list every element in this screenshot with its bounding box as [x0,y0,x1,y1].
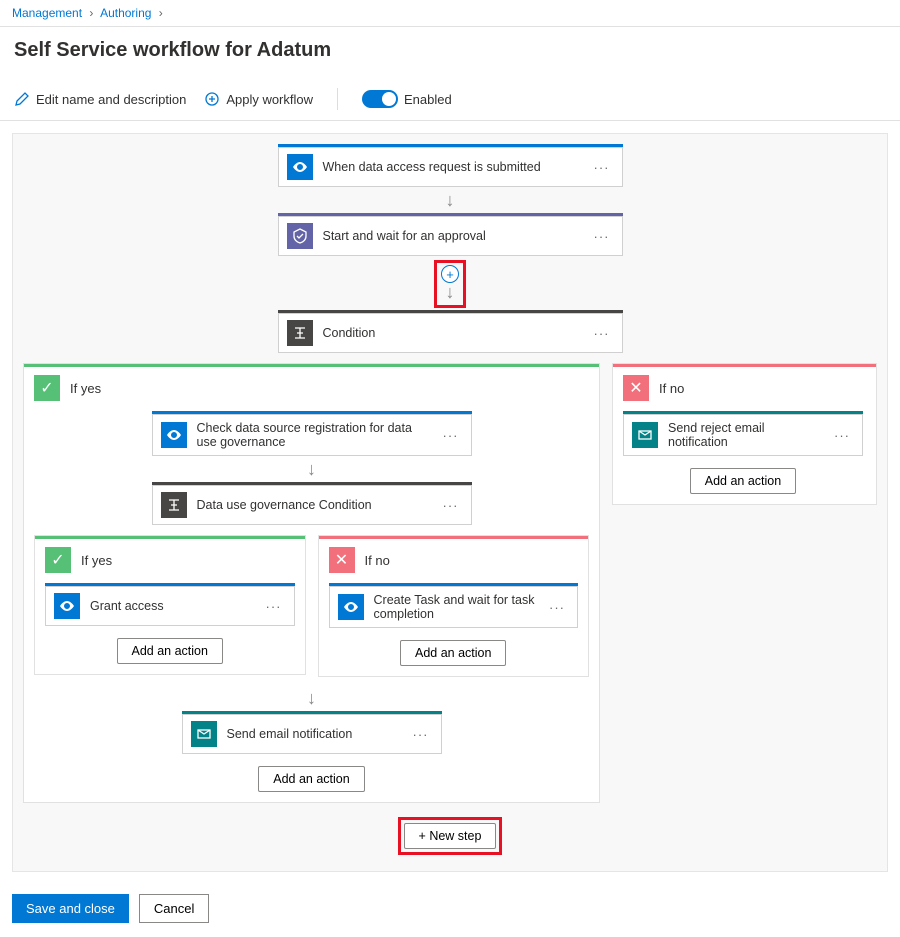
node-menu[interactable]: ··· [545,600,569,615]
if-no-title: If no [659,381,684,396]
branch-header-yes: ✓ If yes [34,375,589,401]
branch-topbar [24,364,599,367]
node-menu[interactable]: ··· [590,229,614,244]
branch-topbar [319,536,589,539]
gov-condition-node[interactable]: Data use governance Condition ··· [152,485,472,525]
node-menu[interactable]: ··· [439,428,463,443]
enabled-toggle[interactable] [362,90,398,108]
add-step-button[interactable]: + [441,265,459,283]
check-icon: ✓ [34,375,60,401]
check-icon: ✓ [45,547,71,573]
send-email-label: Send email notification [227,727,399,741]
inner-yes-header: ✓ If yes [45,547,295,573]
trigger-label: When data access request is submitted [323,160,580,174]
condition-node[interactable]: Condition ··· [278,313,623,353]
trigger-node[interactable]: When data access request is submitted ··… [278,147,623,187]
if-no-branch: ✕ If no Send reject email notification ·… [612,363,877,505]
node-menu[interactable]: ··· [830,428,854,443]
node-menu[interactable]: ··· [409,727,433,742]
workflow-canvas: When data access request is submitted ··… [12,133,888,872]
inner-if-no-branch: ✕ If no Create Task and wait for task co… [318,535,590,677]
condition-icon [287,320,313,346]
approval-icon [287,223,313,249]
apply-workflow-label: Apply workflow [226,92,313,107]
inner-no-header: ✕ If no [329,547,579,573]
condition-label: Condition [323,326,580,340]
branch-topbar [613,364,876,367]
grant-access-node[interactable]: Grant access ··· [45,586,295,626]
breadcrumb-sep: › [89,6,93,20]
create-task-label: Create Task and wait for task completion [374,593,536,621]
mail-icon [632,422,658,448]
breadcrumb-sep: › [159,6,163,20]
plus-circle-icon [204,91,220,107]
new-step-highlight: + New step [398,817,503,855]
reject-email-label: Send reject email notification [668,421,820,449]
node-menu[interactable]: ··· [590,160,614,175]
grant-access-label: Grant access [90,599,252,613]
add-action-button[interactable]: Add an action [117,638,223,664]
mail-icon [191,721,217,747]
cancel-button[interactable]: Cancel [139,894,209,923]
add-action-button[interactable]: Add an action [400,640,506,666]
add-action-button[interactable]: Add an action [690,468,796,494]
branch-header-no: ✕ If no [623,375,866,401]
add-action-button[interactable]: Add an action [258,766,364,792]
branch-topbar [35,536,305,539]
arrow-down-icon: ↓ [446,283,455,301]
new-step-button[interactable]: + New step [404,823,497,849]
node-menu[interactable]: ··· [439,498,463,513]
check-registration-label: Check data source registration for data … [197,421,429,449]
toolbar: Edit name and description Apply workflow… [0,80,900,121]
x-icon: ✕ [329,547,355,573]
inner-if-yes-branch: ✓ If yes Grant access ··· Add an action [34,535,306,675]
enabled-toggle-group: Enabled [362,90,452,108]
breadcrumb-authoring[interactable]: Authoring [100,6,151,20]
reject-email-node[interactable]: Send reject email notification ··· [623,414,863,456]
arrow-down-icon: ↓ [307,689,316,707]
eye-icon [161,422,187,448]
send-email-node[interactable]: Send email notification ··· [182,714,442,754]
approval-label: Start and wait for an approval [323,229,580,243]
create-task-node[interactable]: Create Task and wait for task completion… [329,586,579,628]
node-menu[interactable]: ··· [590,326,614,341]
toolbar-separator [337,88,338,110]
edit-name-button[interactable]: Edit name and description [14,91,186,107]
footer: Save and close Cancel [0,884,900,937]
arrow-down-icon: ↓ [307,460,316,478]
add-action-wrap: Add an action [329,640,579,666]
enabled-label: Enabled [404,92,452,107]
inner-no-title: If no [365,553,390,568]
breadcrumb-management[interactable]: Management [12,6,82,20]
check-registration-node[interactable]: Check data source registration for data … [152,414,472,456]
gov-condition-label: Data use governance Condition [197,498,429,512]
if-yes-title: If yes [70,381,101,396]
arrow-down-icon: ↓ [446,191,455,209]
if-yes-branch: ✓ If yes Check data source registration … [23,363,600,803]
eye-icon [54,593,80,619]
apply-workflow-button[interactable]: Apply workflow [204,91,313,107]
pencil-icon [14,91,30,107]
node-menu[interactable]: ··· [262,599,286,614]
condition-icon [161,492,187,518]
x-icon: ✕ [623,375,649,401]
breadcrumb: Management › Authoring › [0,0,900,27]
eye-icon [287,154,313,180]
add-action-wrap: Add an action [45,638,295,664]
eye-icon [338,594,364,620]
inner-yes-title: If yes [81,553,112,568]
save-button[interactable]: Save and close [12,894,129,923]
approval-node[interactable]: Start and wait for an approval ··· [278,216,623,256]
edit-name-label: Edit name and description [36,92,186,107]
add-step-highlight: + ↓ [434,260,466,308]
page-title: Self Service workflow for Adatum [0,27,900,80]
